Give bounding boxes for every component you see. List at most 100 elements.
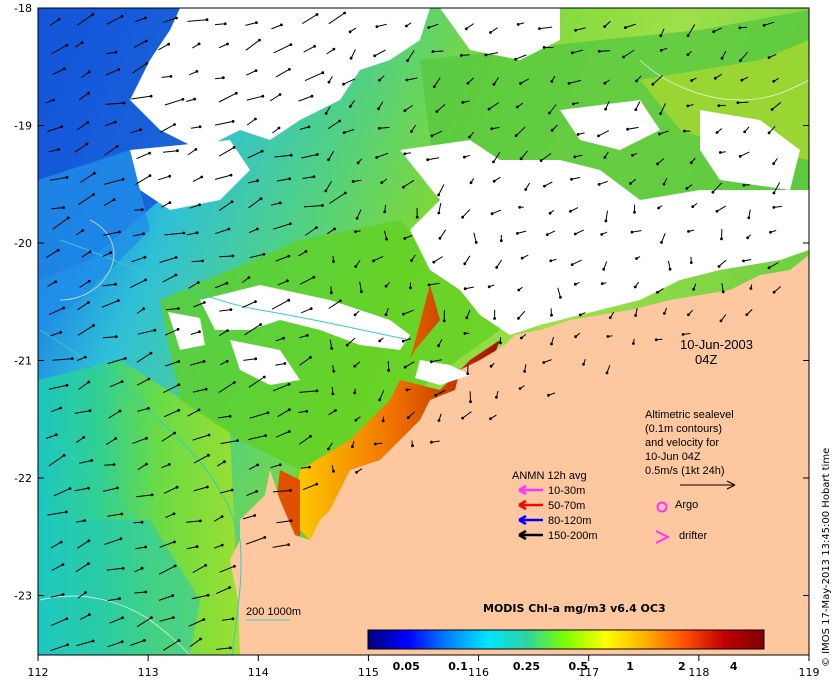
velocity-arrow (768, 262, 779, 269)
velocity-arrow (428, 23, 439, 28)
velocity-arrow (465, 286, 474, 290)
velocity-arrow (245, 39, 260, 51)
velocity-arrow (485, 52, 499, 56)
velocity-arrow (136, 378, 150, 386)
velocity-arrow (300, 466, 310, 469)
velocity-arrow (134, 591, 146, 594)
velocity-arrow (248, 180, 258, 184)
lat-tick-label: -19 (14, 120, 32, 133)
velocity-arrow (163, 384, 180, 394)
velocity-arrow (214, 120, 234, 126)
velocity-arrow (432, 50, 444, 53)
velocity-arrow (51, 564, 64, 571)
velocity-arrow (45, 434, 57, 439)
velocity-arrow (213, 544, 223, 549)
velocity-arrow (298, 410, 307, 413)
velocity-arrow (406, 77, 418, 81)
velocity-arrow (77, 356, 86, 361)
velocity-arrow (660, 103, 666, 114)
velocity-arrow (326, 48, 335, 55)
velocity-arrow (161, 463, 170, 469)
velocity-arrow (301, 154, 318, 159)
velocity-arrow (326, 228, 335, 235)
velocity-arrow (598, 180, 609, 185)
velocity-arrow (50, 594, 64, 598)
velocity-arrow (539, 26, 553, 30)
velocity-arrow (547, 230, 556, 236)
velocity-arrows (45, 11, 782, 652)
velocity-arrow (132, 63, 147, 74)
velocity-arrow (215, 228, 230, 235)
velocity-arrow (540, 153, 552, 162)
lon-tick-label: 119 (798, 666, 819, 679)
svg-text:ANMN 12h avg: ANMN 12h avg (512, 470, 587, 482)
velocity-arrow (246, 490, 257, 497)
velocity-arrow (346, 337, 356, 346)
velocity-arrow (438, 184, 445, 196)
velocity-arrow (47, 126, 62, 132)
velocity-arrow (158, 43, 169, 51)
velocity-arrow (667, 260, 671, 270)
velocity-arrow (438, 203, 442, 214)
velocity-arrow (158, 595, 173, 601)
velocity-arrow (163, 150, 178, 153)
mid-shelf (160, 220, 500, 470)
velocity-arrow (515, 54, 527, 60)
velocity-arrow (439, 229, 447, 239)
velocity-arrow (78, 92, 89, 101)
lon-tick-label: 114 (248, 666, 269, 679)
velocity-arrow (687, 24, 696, 36)
velocity-arrow (771, 101, 782, 110)
velocity-arrow (275, 68, 290, 78)
velocity-arrow (77, 324, 94, 336)
argo-legend: Argo (656, 499, 698, 513)
velocity-arrow (189, 204, 200, 209)
velocity-arrow (248, 376, 265, 388)
velocity-arrow (76, 520, 85, 523)
velocity-arrow (164, 232, 184, 236)
velocity-arrow (271, 24, 282, 30)
velocity-arrow (133, 521, 143, 524)
velocity-arrow (159, 257, 177, 263)
drifter-legend: drifter (655, 530, 707, 544)
svg-text:200 1000m: 200 1000m (246, 606, 301, 618)
velocity-arrow (299, 356, 311, 366)
velocity-arrow (109, 381, 123, 388)
velocity-arrow (103, 199, 115, 207)
velocity-arrow (104, 145, 118, 156)
velocity-arrow (50, 541, 62, 549)
velocity-arrow (328, 12, 345, 25)
velocity-arrow (491, 209, 501, 215)
velocity-arrow (161, 202, 171, 208)
date-label: 10-Jun-2003 (680, 337, 753, 352)
velocity-arrow (164, 328, 179, 336)
velocity-arrow (343, 78, 356, 85)
velocity-arrow (48, 307, 65, 316)
anmn-legend-item: 150-200m (518, 529, 598, 542)
longitude-axis: 112 113 114 115 116 117 118 119 (28, 655, 819, 679)
velocity-arrow (248, 464, 258, 470)
velocity-arrow (52, 358, 73, 361)
velocity-arrow (48, 384, 68, 390)
velocity-arrow (165, 361, 179, 367)
velocity-arrow (557, 287, 561, 298)
velocity-arrow (80, 614, 90, 620)
velocity-arrow (77, 540, 90, 549)
velocity-arrow (218, 201, 233, 211)
velocity-arrow (273, 490, 291, 493)
velocity-arrow (269, 94, 281, 102)
velocity-arrow (52, 217, 69, 230)
velocity-arrow (466, 23, 474, 30)
velocity-arrow (773, 286, 782, 293)
velocity-arrow (106, 567, 124, 571)
velocity-arrow (132, 233, 144, 237)
velocity-arrow (50, 618, 67, 627)
velocity-arrow (299, 276, 315, 285)
velocity-arrow (159, 124, 175, 134)
velocity-arrow (520, 150, 528, 160)
velocity-arrow (353, 179, 362, 182)
velocity-arrow (575, 27, 586, 31)
velocity-arrow (652, 75, 663, 85)
velocity-arrow (598, 130, 610, 137)
velocity-arrow (186, 546, 198, 550)
